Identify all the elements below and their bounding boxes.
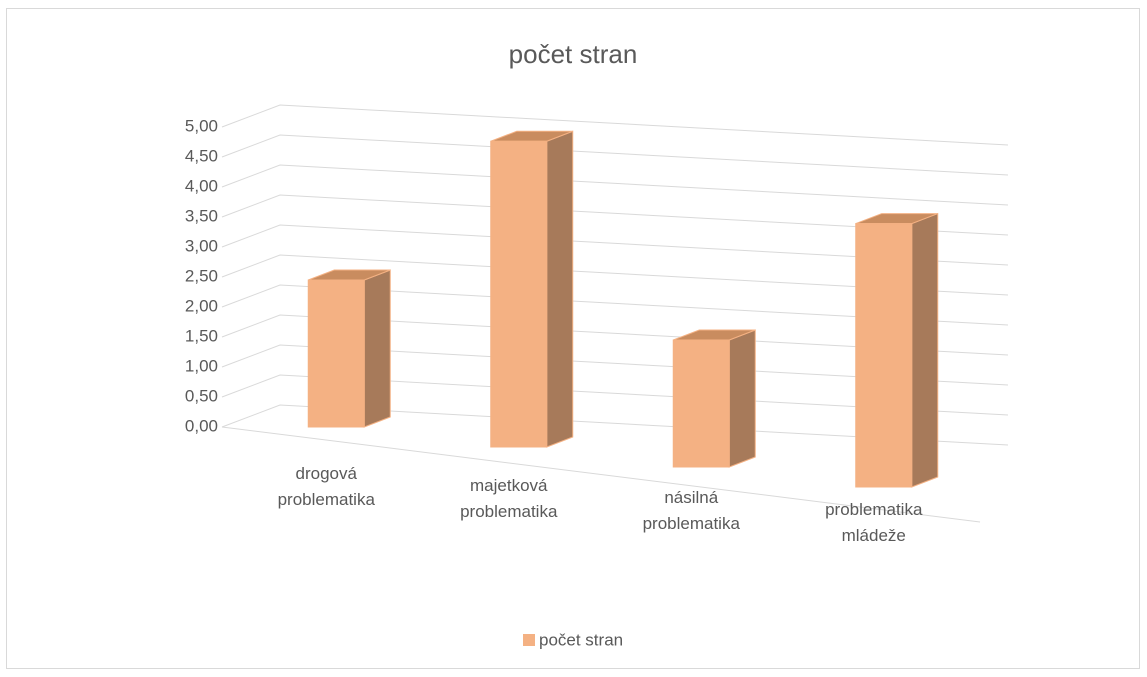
grid-line [221,224,1009,266]
legend-label: počet stran [539,630,623,649]
bar [855,223,913,488]
y-tick-label: 2,00 [185,296,218,315]
bar-side [363,269,391,428]
y-tick-label: 3,50 [185,206,218,225]
bar [672,339,730,468]
bar-group [490,130,574,448]
y-tick-label: 2,50 [185,266,218,285]
y-tick-label: 4,00 [185,176,218,195]
bar [490,140,548,448]
x-tick-label: drogová problematika [278,464,376,509]
grid-line [221,374,1009,416]
chart-title: počet stran [509,39,638,69]
y-tick-label: 1,00 [185,356,218,375]
y-tick-label: 1,50 [185,326,218,345]
grid-line [221,344,1009,386]
y-tick-label: 5,00 [185,116,218,135]
grid-line [221,404,1009,446]
x-tick-label: násilná problematika [643,488,741,533]
grid-line [221,194,1009,236]
bar-side [546,130,574,448]
bar [307,279,365,428]
bar-group [672,329,756,468]
bar-group [855,212,939,488]
y-tick-label: 0,00 [185,416,218,435]
x-tick-label: problematika mládeže [825,500,923,545]
grid-line [221,104,1009,146]
legend-swatch [523,634,535,646]
bar-side [911,212,939,488]
x-tick-label: majetková problematika [460,476,558,521]
grid-line [221,314,1009,356]
grid-line [221,284,1009,326]
bar-side [728,329,756,468]
y-tick-label: 4,50 [185,146,218,165]
grid-line [221,254,1009,296]
grid-line [221,164,1009,206]
y-tick-label: 0,50 [185,386,218,405]
floor-line [221,426,981,523]
bar-group [307,269,391,428]
y-tick-label: 3,00 [185,236,218,255]
grid-line [221,134,1009,176]
